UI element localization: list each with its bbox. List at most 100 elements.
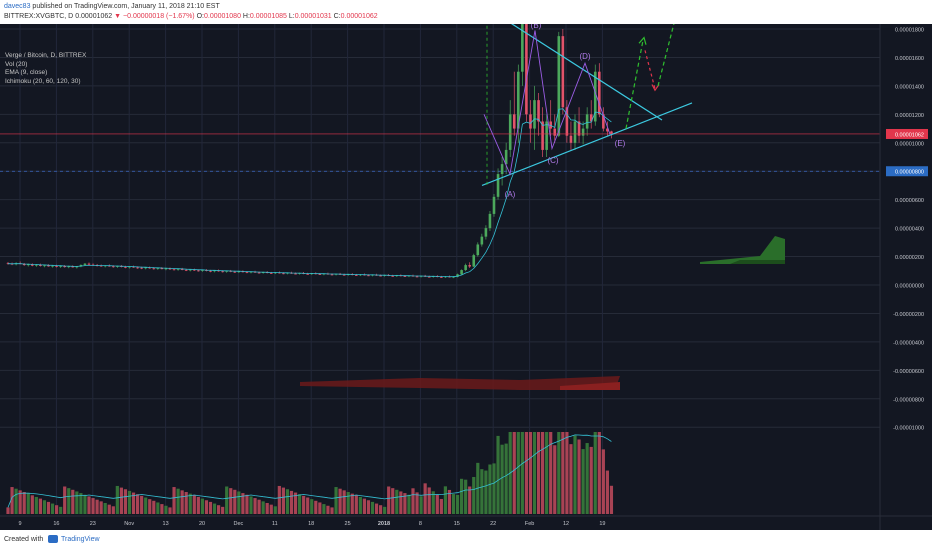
time-tick-label: 12 [563, 521, 569, 527]
price-tick-label: 0.00001200 [895, 113, 924, 119]
legend-ichimoku[interactable]: Ichimoku (20, 60, 120, 30) [5, 77, 81, 85]
candle-body [488, 213, 492, 229]
volume-bar [172, 487, 176, 514]
price-tick-label: 0.00000200 [895, 255, 924, 261]
candle-body [415, 276, 419, 278]
close-label: C: [333, 13, 341, 20]
kumo-green-lower [730, 260, 785, 264]
volume-bar [152, 500, 156, 514]
time-tick-label: Feb [525, 521, 534, 527]
volume-bar [144, 497, 148, 514]
price-chart[interactable]: (A) (B) (C) (D) (E) 0.000026000.000024000.00… [0, 0, 932, 530]
legend-ema[interactable]: EMA (9, close) [5, 69, 48, 76]
ohlc-line: BITTREX:XVGBTC, D 0.00001062 ▼ −0.000000… [4, 13, 378, 20]
volume-bar [176, 488, 180, 514]
volume-bar [362, 498, 366, 514]
time-axis: 9 16 23 Nov 13 20 Dec 11 18 25 2018 8 15 22 Feb 12 19 [0, 515, 932, 527]
kumo-green [700, 236, 785, 264]
volume-bar [516, 432, 520, 514]
candle-body [330, 274, 334, 276]
legend-title: Verge / Bitcoin, D, BITTREX [5, 52, 87, 59]
volume-bar [277, 485, 281, 514]
footer: Created with TradingView [0, 530, 932, 550]
candle-body [517, 71, 520, 129]
volume-bar [439, 498, 443, 514]
candle-body [512, 114, 516, 129]
author-link[interactable]: davec83 [4, 3, 31, 10]
volume-bar [423, 483, 427, 514]
price-tick-label: -0.00001000 [893, 426, 924, 432]
candle-body [201, 270, 204, 271]
crosshair-tag [886, 166, 928, 177]
time-tick-label: 18 [308, 521, 314, 527]
candle-body [569, 135, 573, 143]
volume-bar [605, 470, 609, 514]
volume-bar [79, 493, 83, 514]
kumo-red-tail [560, 382, 620, 390]
time-tick-label: 16 [53, 521, 59, 527]
volume-bar [500, 444, 504, 514]
volume-bar [496, 435, 500, 514]
projection-up-2 [657, 0, 681, 87]
time-tick-label: Nov [124, 521, 134, 527]
volume-bar [196, 496, 200, 514]
volume-bar [573, 435, 577, 514]
chart-area[interactable]: (A) (B) (C) (D) (E) 0.000026000.000024000.00… [0, 0, 932, 530]
candle-body [51, 265, 54, 267]
volume-bar [557, 432, 561, 514]
candle-body [39, 264, 42, 266]
price-tick-label: 0.00001800 [895, 28, 924, 34]
legend-vol[interactable]: Vol (20) [5, 60, 28, 68]
volume-bar [597, 432, 601, 514]
candle-body [213, 270, 216, 272]
volume-bar [306, 497, 310, 514]
volume-bar [87, 496, 91, 514]
price-tick-label: 0.00001400 [895, 84, 924, 90]
candle-body [197, 270, 200, 272]
candle-body [209, 270, 212, 272]
candle-body [26, 264, 30, 266]
projection-down [644, 50, 656, 89]
volume-bar [326, 505, 330, 514]
price-tick-label: -0.00000200 [893, 312, 924, 318]
volume-bar [99, 501, 103, 514]
volume-bar [42, 500, 47, 514]
candle-body [112, 266, 115, 268]
candle-body [581, 128, 585, 136]
drawing-overlays: (A) (B) (C) (D) (E) [0, 0, 880, 199]
candle-body [164, 268, 168, 270]
wave-label: (B) [531, 24, 542, 30]
last-price-tag-label: 0.00001062 [895, 132, 924, 138]
volume-bar [164, 505, 168, 514]
volume-bar [83, 494, 87, 514]
volume-bar [447, 489, 452, 514]
down-arrow-icon: ▼ [114, 13, 122, 20]
volume-bar [561, 432, 565, 514]
volume-bar [269, 504, 273, 514]
candle-body [22, 263, 26, 266]
volume-bar [34, 496, 38, 514]
candle-body [545, 121, 548, 150]
candle-body [269, 273, 273, 274]
candle-body [87, 263, 91, 265]
close-value: 0.00001062 [340, 13, 378, 20]
volume-bar [111, 506, 115, 514]
candle-body [294, 273, 297, 275]
candle-body [606, 128, 609, 132]
volume-bar [103, 503, 107, 514]
volume-bar [569, 444, 573, 514]
published-text: published on TradingView.com, January 11… [32, 3, 220, 10]
candle-body [156, 268, 160, 269]
volume-bar [488, 464, 492, 514]
volume-bar [379, 505, 383, 514]
time-tick-label: 23 [90, 521, 96, 527]
candle-body [476, 244, 480, 256]
candle-body [379, 275, 382, 277]
tradingview-brand[interactable]: TradingView [61, 536, 100, 543]
upper-trendline [479, 2, 663, 121]
volume-bar [358, 496, 362, 514]
candle-body [565, 107, 569, 136]
candle-body [456, 274, 459, 277]
publish-header: davec83 published on TradingView.com, Ja… [0, 0, 932, 24]
candle-body [468, 265, 471, 267]
